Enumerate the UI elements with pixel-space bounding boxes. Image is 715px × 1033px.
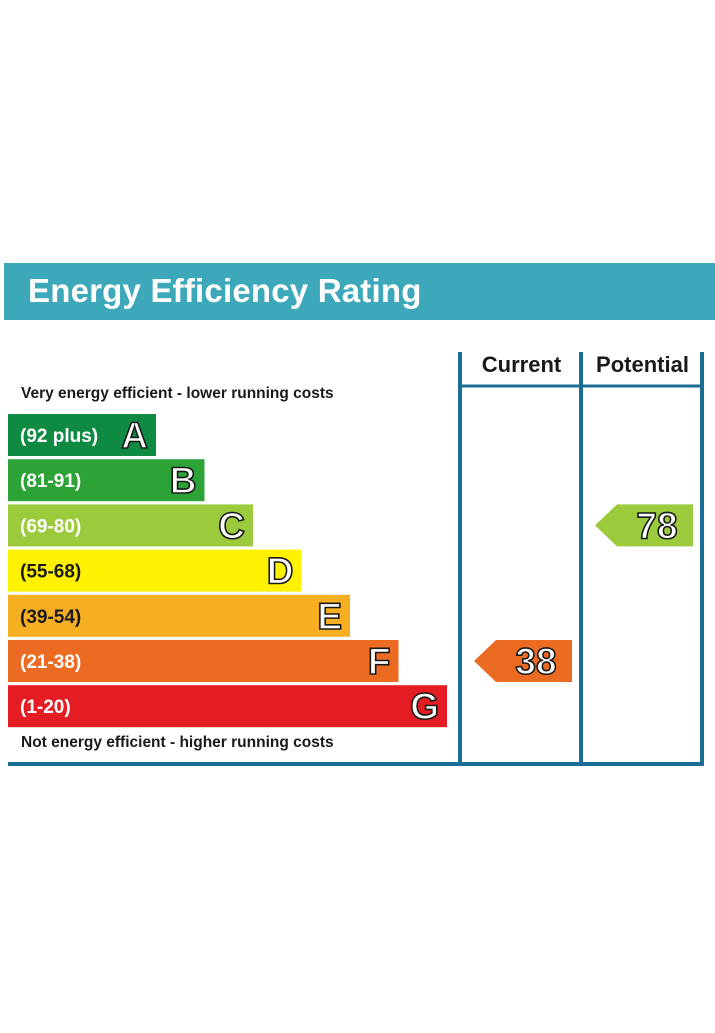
page-title: Energy Efficiency Rating	[28, 272, 422, 309]
chart-frame	[8, 352, 704, 766]
band-range-label: (81-91)	[20, 471, 81, 492]
band-e: (39-54) E	[8, 594, 350, 638]
band-letter: G	[410, 686, 439, 727]
potential-rating-arrow-value: 78	[636, 505, 677, 546]
potential-rating-arrow-shape	[595, 504, 693, 547]
band-bar-e	[8, 594, 350, 637]
bottom-note: Not energy efficient - higher running co…	[21, 734, 334, 751]
band-range-label: (39-54)	[20, 607, 81, 628]
current-rating-arrow-shape	[474, 640, 572, 682]
band-bar-g	[8, 685, 447, 728]
band-bar-a	[8, 414, 156, 456]
band-d: (55-68) D	[8, 549, 302, 592]
band-f: (21-38) F	[8, 640, 399, 683]
band-c: (69-80) C	[8, 504, 253, 547]
potential-column-header: Potential	[596, 352, 689, 377]
band-range-label: (1-20)	[20, 697, 71, 718]
band-b: (81-91) B	[8, 459, 205, 502]
band-range-label: (55-68)	[20, 562, 81, 583]
top-note: Very energy efficient - lower running co…	[21, 385, 334, 402]
band-range-label: (92 plus)	[20, 426, 98, 447]
band-letter: A	[121, 415, 148, 456]
band-a: (92 plus) A	[8, 414, 156, 457]
header-bar: Energy Efficiency Rating	[4, 263, 715, 320]
band-letter: B	[170, 460, 197, 501]
band-letter: D	[267, 551, 294, 592]
current-column-header: Current	[481, 352, 562, 377]
band-bar-d	[8, 549, 302, 592]
band-letter: C	[218, 505, 245, 546]
band-bar-c	[8, 504, 253, 547]
band-range-label: (69-80)	[20, 516, 81, 537]
band-g: (1-20) G	[8, 685, 447, 728]
potential-rating-arrow: 78	[595, 504, 693, 547]
band-range-label: (21-38)	[20, 652, 81, 673]
band-letter: F	[368, 641, 391, 682]
band-bar-b	[8, 459, 205, 502]
band-letter: E	[317, 596, 342, 637]
current-rating-arrow: 38	[474, 640, 572, 683]
band-bar-f	[8, 640, 399, 682]
current-rating-arrow-value: 38	[515, 641, 556, 682]
